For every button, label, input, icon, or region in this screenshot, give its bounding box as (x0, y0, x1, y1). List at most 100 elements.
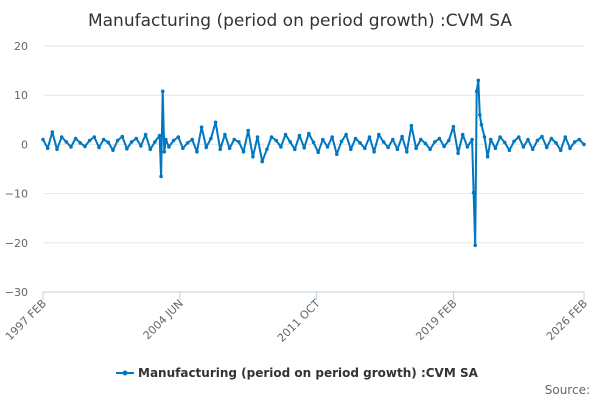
data-point[interactable] (92, 135, 97, 139)
data-point[interactable] (59, 135, 64, 139)
data-point[interactable] (288, 140, 293, 144)
data-point[interactable] (391, 137, 395, 142)
data-point[interactable] (87, 138, 92, 143)
data-point[interactable] (134, 136, 139, 141)
data-point[interactable] (339, 139, 344, 144)
data-point[interactable] (297, 133, 302, 138)
legend-label[interactable]: Manufacturing (period on period growth) … (138, 366, 479, 380)
data-point[interactable] (321, 137, 325, 142)
data-point[interactable] (456, 151, 460, 156)
data-point[interactable] (78, 141, 83, 145)
data-point[interactable] (164, 137, 168, 142)
data-point[interactable] (526, 137, 530, 142)
data-point[interactable] (153, 140, 157, 144)
data-point[interactable] (232, 137, 236, 142)
data-point[interactable] (45, 146, 50, 151)
data-point[interactable] (50, 130, 55, 134)
data-point[interactable] (139, 144, 143, 148)
data-point[interactable] (143, 132, 148, 137)
legend[interactable]: Manufacturing (period on period growth) … (116, 366, 479, 380)
data-point[interactable] (246, 128, 250, 133)
data-point[interactable] (218, 147, 222, 152)
data-point[interactable] (129, 140, 134, 144)
data-point[interactable] (447, 138, 451, 143)
data-point[interactable] (409, 123, 414, 128)
data-point[interactable] (473, 243, 478, 248)
data-point[interactable] (115, 138, 120, 143)
data-point[interactable] (335, 152, 339, 156)
data-point[interactable] (521, 145, 526, 149)
data-point[interactable] (535, 138, 540, 143)
data-point[interactable] (544, 145, 549, 150)
data-point[interactable] (442, 144, 446, 149)
data-point[interactable] (381, 140, 386, 144)
data-point[interactable] (344, 132, 348, 137)
data-point[interactable] (41, 137, 45, 142)
data-point[interactable] (507, 148, 512, 153)
data-point[interactable] (568, 146, 572, 151)
data-point[interactable] (213, 120, 218, 125)
data-point[interactable] (330, 135, 335, 139)
data-point[interactable] (101, 137, 106, 142)
data-point[interactable] (106, 140, 111, 145)
data-point[interactable] (302, 146, 307, 150)
data-point[interactable] (325, 145, 330, 149)
data-point[interactable] (97, 145, 101, 150)
data-point[interactable] (125, 147, 129, 151)
data-point[interactable] (274, 138, 279, 143)
data-point[interactable] (400, 134, 404, 139)
data-point[interactable] (419, 137, 423, 142)
data-point[interactable] (159, 174, 163, 179)
data-point[interactable] (316, 150, 321, 155)
data-point[interactable] (148, 147, 153, 152)
data-point[interactable] (502, 140, 507, 145)
data-point[interactable] (572, 140, 577, 144)
data-point[interactable] (476, 78, 481, 83)
data-point[interactable] (479, 122, 484, 127)
data-point[interactable] (251, 154, 255, 159)
data-point[interactable] (237, 140, 241, 144)
data-point[interactable] (223, 132, 227, 137)
data-point[interactable] (465, 145, 470, 149)
data-point[interactable] (293, 147, 297, 152)
data-point[interactable] (171, 138, 176, 143)
source-credit[interactable]: Source: (545, 383, 590, 397)
data-point[interactable] (372, 150, 376, 154)
data-point[interactable] (474, 89, 479, 94)
data-point[interactable] (540, 134, 544, 139)
data-point[interactable] (167, 145, 171, 149)
data-point[interactable] (367, 135, 372, 139)
data-point[interactable] (255, 135, 260, 139)
data-point[interactable] (470, 137, 474, 142)
data-point[interactable] (353, 136, 358, 141)
data-point[interactable] (482, 135, 487, 139)
data-point[interactable] (120, 134, 125, 139)
series-line[interactable] (42, 79, 585, 247)
data-point[interactable] (162, 150, 167, 154)
data-point[interactable] (204, 145, 208, 150)
data-point[interactable] (558, 148, 563, 153)
data-point[interactable] (260, 159, 265, 164)
data-point[interactable] (227, 146, 232, 151)
data-point[interactable] (199, 125, 204, 129)
data-point[interactable] (451, 124, 456, 129)
data-point[interactable] (269, 135, 274, 139)
data-point[interactable] (554, 141, 558, 145)
data-point[interactable] (471, 190, 476, 195)
data-point[interactable] (516, 135, 521, 139)
data-point[interactable] (405, 150, 409, 154)
data-point[interactable] (311, 140, 316, 145)
data-point[interactable] (563, 135, 568, 139)
data-point[interactable] (530, 147, 535, 152)
data-point[interactable] (181, 146, 185, 151)
data-point[interactable] (185, 141, 190, 145)
data-point[interactable] (488, 137, 493, 142)
data-point[interactable] (498, 135, 502, 139)
data-point[interactable] (209, 136, 213, 141)
data-point[interactable] (160, 89, 165, 94)
data-point[interactable] (493, 146, 498, 151)
data-point[interactable] (190, 137, 194, 142)
data-point[interactable] (241, 150, 246, 154)
data-point[interactable] (549, 136, 554, 141)
data-point[interactable] (73, 136, 78, 141)
